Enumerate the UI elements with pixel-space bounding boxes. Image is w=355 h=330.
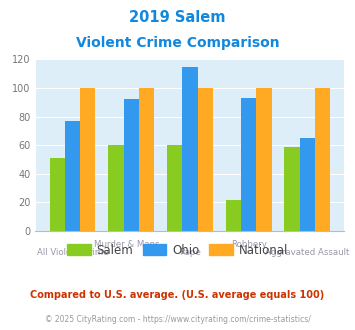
Legend: Salem, Ohio, National: Salem, Ohio, National	[62, 239, 293, 261]
Bar	[315, 88, 330, 231]
Bar	[198, 88, 213, 231]
Bar	[167, 145, 182, 231]
Bar	[182, 67, 198, 231]
Bar	[50, 158, 65, 231]
Bar	[65, 121, 80, 231]
Text: 2019 Salem: 2019 Salem	[129, 10, 226, 25]
Bar	[226, 200, 241, 231]
Text: Violent Crime Comparison: Violent Crime Comparison	[76, 36, 279, 50]
Text: Robbery: Robbery	[231, 240, 267, 248]
Text: Murder & Mans...: Murder & Mans...	[94, 240, 168, 248]
Bar	[256, 88, 272, 231]
Text: Rape: Rape	[179, 248, 201, 257]
Text: Aggravated Assault: Aggravated Assault	[265, 248, 350, 257]
Bar	[284, 147, 300, 231]
Text: © 2025 CityRating.com - https://www.cityrating.com/crime-statistics/: © 2025 CityRating.com - https://www.city…	[45, 315, 310, 324]
Bar	[80, 88, 95, 231]
Bar	[124, 99, 139, 231]
Bar	[241, 98, 256, 231]
Text: Compared to U.S. average. (U.S. average equals 100): Compared to U.S. average. (U.S. average …	[31, 290, 324, 300]
Bar	[108, 145, 124, 231]
Text: All Violent Crime: All Violent Crime	[37, 248, 108, 257]
Bar	[300, 138, 315, 231]
Bar	[139, 88, 154, 231]
